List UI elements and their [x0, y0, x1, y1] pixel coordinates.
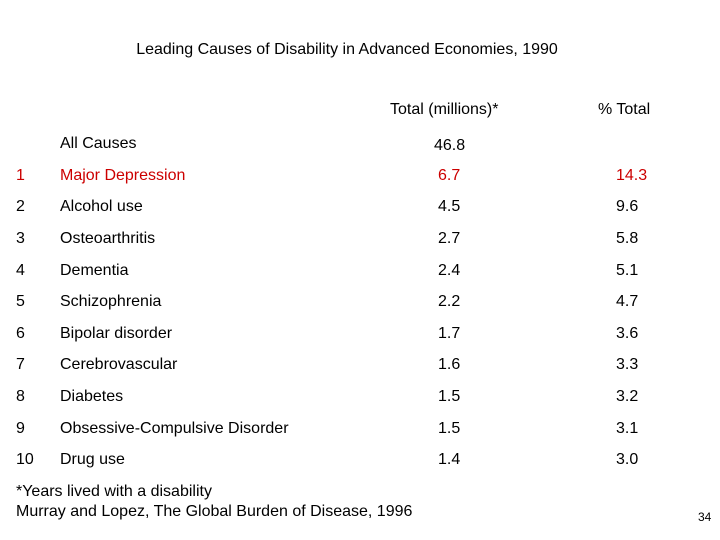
percent-cell: 14.3	[616, 167, 648, 184]
all-causes-label: All Causes	[60, 135, 137, 152]
total-cell: 1.6	[438, 356, 461, 373]
table-row: 5 Schizophrenia 2.2 4.7	[0, 293, 720, 315]
percent-cell: 3.2	[616, 388, 639, 405]
rank-cell: 1	[16, 167, 25, 184]
cause-cell: Diabetes	[60, 388, 124, 405]
column-header-percent: % Total	[598, 101, 651, 118]
rank-cell: 6	[16, 325, 25, 342]
percent-cell: 3.0	[616, 451, 639, 468]
percent-cell: 3.3	[616, 356, 639, 373]
table-row: 8 Diabetes 1.5 3.2	[0, 388, 720, 410]
cause-cell: Alcohol use	[60, 198, 143, 215]
rank-cell: 9	[16, 420, 25, 437]
percent-cell: 3.1	[616, 420, 639, 437]
cause-cell: Drug use	[60, 451, 125, 468]
total-cell: 1.5	[438, 388, 461, 405]
total-cell: 2.4	[438, 262, 461, 279]
total-cell: 2.2	[438, 293, 461, 310]
table-row: 4 Dementia 2.4 5.1	[0, 262, 720, 284]
total-cell: 1.5	[438, 420, 461, 437]
cause-cell: Osteoarthritis	[60, 230, 156, 247]
table-row: 7 Cerebrovascular 1.6 3.3	[0, 356, 720, 378]
table-row: 3 Osteoarthritis 2.7 5.8	[0, 230, 720, 252]
all-causes-total: 46.8	[434, 137, 466, 154]
rank-cell: 10	[16, 451, 34, 468]
table-row: 6 Bipolar disorder 1.7 3.6	[0, 325, 720, 347]
rank-cell: 4	[16, 262, 25, 279]
column-header-total: Total (millions)*	[390, 101, 499, 118]
cause-cell: Dementia	[60, 262, 129, 279]
table-row: 10 Drug use 1.4 3.0	[0, 451, 720, 473]
percent-cell: 4.7	[616, 293, 639, 310]
cause-cell: Schizophrenia	[60, 293, 162, 310]
rank-cell: 8	[16, 388, 25, 405]
cause-cell: Cerebrovascular	[60, 356, 178, 373]
table-row: 2 Alcohol use 4.5 9.6	[0, 198, 720, 220]
percent-cell: 3.6	[616, 325, 639, 342]
percent-cell: 5.1	[616, 262, 639, 279]
footnote: *Years lived with a disability Murray an…	[16, 482, 412, 522]
total-cell: 2.7	[438, 230, 461, 247]
percent-cell: 9.6	[616, 198, 639, 215]
cause-cell: Obsessive-Compulsive Disorder	[60, 420, 289, 437]
table-row: 9 Obsessive-Compulsive Disorder 1.5 3.1	[0, 420, 720, 442]
footnote-source: Murray and Lopez, The Global Burden of D…	[16, 503, 413, 520]
table-row: 1 Major Depression 6.7 14.3	[0, 167, 720, 189]
cause-cell: Bipolar disorder	[60, 325, 173, 342]
total-cell: 6.7	[438, 167, 461, 184]
total-cell: 4.5	[438, 198, 461, 215]
cause-cell: Major Depression	[60, 167, 186, 184]
rank-cell: 5	[16, 293, 25, 310]
rank-cell: 7	[16, 356, 25, 373]
rank-cell: 2	[16, 198, 25, 215]
total-cell: 1.4	[438, 451, 461, 468]
rank-cell: 3	[16, 230, 25, 247]
slide-title: Leading Causes of Disability in Advanced…	[136, 41, 558, 58]
percent-cell: 5.8	[616, 230, 639, 247]
total-cell: 1.7	[438, 325, 461, 342]
footnote-definition: *Years lived with a disability	[16, 483, 212, 500]
slide-number: 34	[698, 510, 712, 524]
